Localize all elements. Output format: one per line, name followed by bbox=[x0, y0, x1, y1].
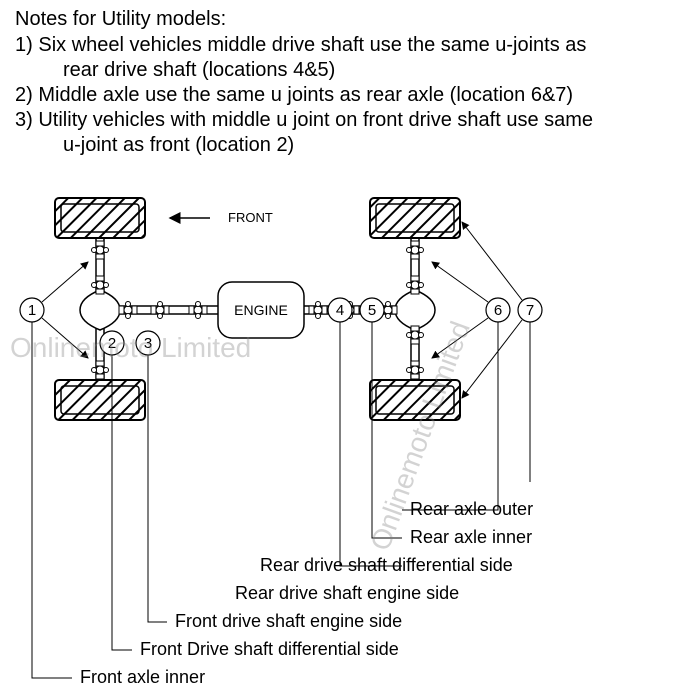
svg-text:7: 7 bbox=[526, 302, 534, 319]
note-2: 2) Middle axle use the same u joints as … bbox=[15, 83, 685, 108]
svg-text:1: 1 bbox=[28, 302, 36, 319]
note-3: 3) Utility vehicles with middle u joint … bbox=[15, 108, 685, 158]
svg-text:Rear drive shaft engine side: Rear drive shaft engine side bbox=[235, 583, 459, 603]
svg-text:6: 6 bbox=[494, 302, 502, 319]
svg-text:Front axle inner: Front axle inner bbox=[80, 667, 205, 687]
svg-text:Rear axle outer: Rear axle outer bbox=[410, 499, 533, 519]
notes-block: Notes for Utility models: 1) Six wheel v… bbox=[15, 8, 685, 158]
svg-text:4: 4 bbox=[336, 302, 344, 319]
svg-text:3: 3 bbox=[144, 335, 152, 352]
svg-text:5: 5 bbox=[368, 302, 376, 319]
note-1: 1) Six wheel vehicles middle drive shaft… bbox=[15, 33, 685, 83]
svg-text:Front Drive shaft differential: Front Drive shaft differential side bbox=[140, 639, 399, 659]
svg-text:ENGINE: ENGINE bbox=[234, 302, 288, 318]
svg-text:2: 2 bbox=[108, 335, 116, 352]
notes-title: Notes for Utility models: bbox=[15, 8, 685, 31]
drivetrain-diagram: ENGINE FRONT 1 2 3 4 5 6 7 Front axle inner Front … bbox=[0, 180, 700, 700]
svg-text:Front drive shaft engine side: Front drive shaft engine side bbox=[175, 611, 402, 631]
svg-text:Rear drive shaft differential: Rear drive shaft differential side bbox=[260, 555, 513, 575]
svg-text:Rear axle inner: Rear axle inner bbox=[410, 527, 532, 547]
svg-text:FRONT: FRONT bbox=[228, 210, 273, 225]
